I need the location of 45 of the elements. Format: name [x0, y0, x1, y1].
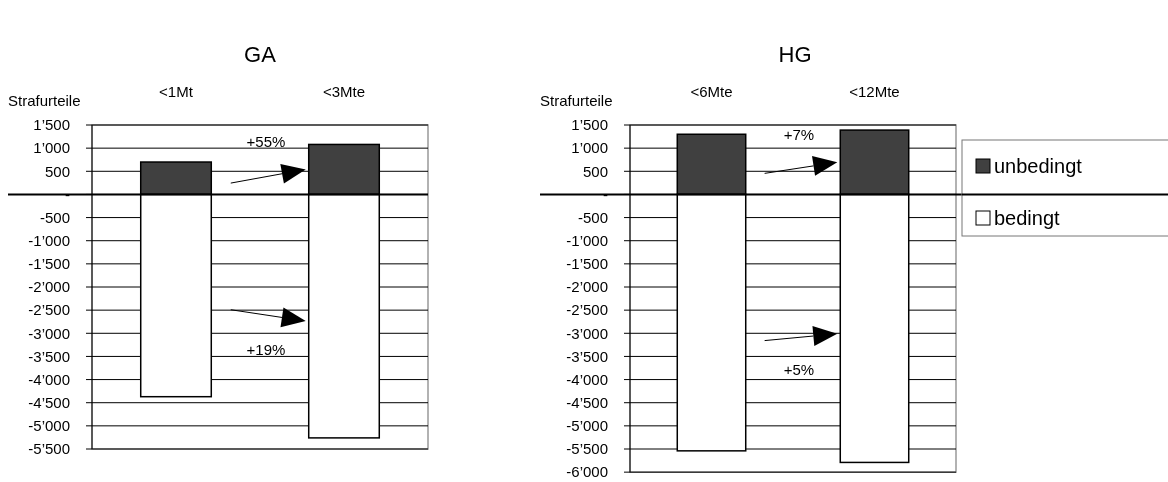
y-axis-title: Strafurteile [540, 92, 613, 109]
x-tick-label: <1Mt [159, 83, 194, 100]
annotation: +5% [783, 360, 815, 378]
annotation: +19% [246, 341, 286, 359]
y-tick-label: 500 [44, 162, 70, 180]
y-tick-label: -3’000 [28, 324, 70, 342]
y-tick-label: 1’500 [33, 116, 70, 134]
y-tick-label: -4’000 [28, 370, 70, 388]
y-tick-label: -5’000 [28, 417, 70, 435]
y-tick-label: -5’500 [28, 440, 70, 458]
y-tick-label: - [65, 185, 70, 203]
y-tick-label: -5’000 [566, 417, 608, 435]
y-tick-label: -3’500 [566, 347, 608, 365]
chart-title: HG [778, 42, 812, 67]
y-tick-label: -2’500 [28, 301, 70, 319]
y-tick-label: -500 [39, 208, 70, 226]
y-tick-label: -500 [577, 208, 608, 226]
y-tick-label: 1’500 [571, 116, 608, 134]
x-tick-label: <3Mte [322, 83, 366, 100]
y-tick-label: -2’000 [566, 278, 608, 296]
y-tick-label: -3’000 [566, 324, 608, 342]
y-tick-label: -6’000 [566, 463, 608, 481]
legend-label: unbedingt [994, 155, 1083, 177]
legend-label: bedingt [994, 207, 1061, 229]
y-tick-label: -1’000 [28, 231, 70, 249]
y-tick-label: -3’500 [28, 347, 70, 365]
x-tick-label: <6Mte [690, 83, 733, 100]
y-axis-title: Strafurteile [8, 92, 81, 109]
y-tick-label: -2’500 [566, 301, 608, 319]
y-tick-label: -4’500 [566, 393, 608, 411]
annotation: +7% [783, 126, 815, 144]
y-tick-label: -5’500 [566, 440, 608, 458]
y-tick-label: -1’500 [566, 255, 608, 273]
y-tick-label: - [603, 185, 608, 203]
y-tick-label: -4’000 [566, 370, 608, 388]
y-tick-label: 500 [582, 162, 608, 180]
x-tick-label: <12Mte [849, 83, 900, 100]
y-tick-label: 1’000 [571, 139, 608, 157]
y-tick-label: 1’000 [33, 139, 70, 157]
y-tick-label: -1’000 [566, 231, 608, 249]
y-tick-label: -4’500 [28, 393, 70, 411]
annotation: +55% [246, 133, 286, 151]
y-tick-label: -1’500 [28, 255, 70, 273]
y-tick-label: -2’000 [28, 278, 70, 296]
chart-title: GA [244, 42, 277, 67]
